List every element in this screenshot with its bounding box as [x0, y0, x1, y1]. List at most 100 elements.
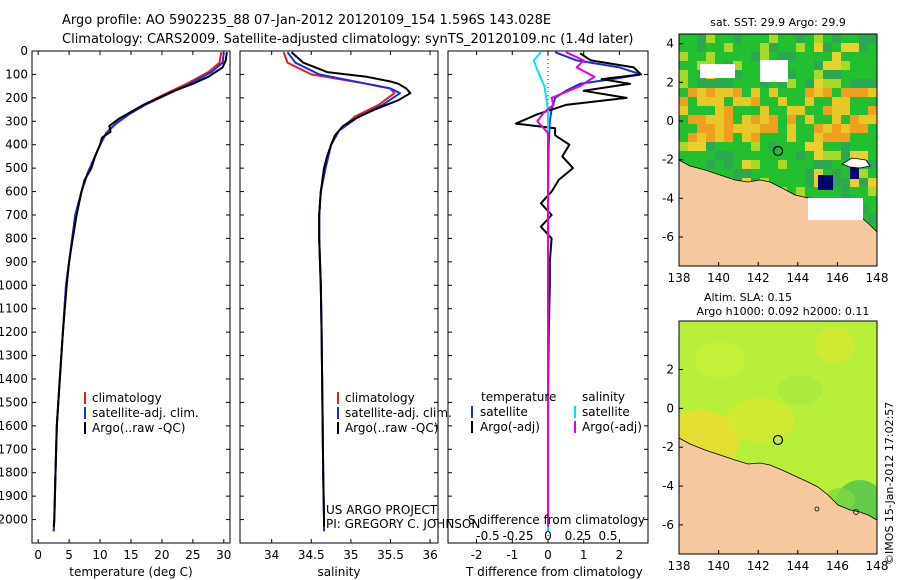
- sst-cell: [859, 124, 868, 133]
- sst-island-cell-2: [850, 165, 859, 179]
- sst-cell: [715, 88, 724, 97]
- lon-tick-label: 144: [786, 271, 809, 285]
- x-tick-label: 0: [544, 548, 552, 562]
- sst-cell: [760, 52, 769, 61]
- sst-cell: [796, 106, 805, 115]
- lon-tick-label: 146: [826, 559, 849, 573]
- sst-island-cell-1: [818, 175, 833, 190]
- sst-cell: [679, 142, 688, 151]
- depth-tick-label: 1700: [0, 442, 28, 456]
- difference-depth-ticks: [448, 50, 648, 521]
- sst-cell: [760, 124, 769, 133]
- sst-cell: [724, 115, 733, 124]
- sst-cell: [868, 34, 877, 43]
- sla-map-title-1: Altim. SLA: 0.15: [704, 291, 792, 304]
- sst-cell: [814, 61, 823, 70]
- sst-cell: [859, 178, 868, 187]
- sst-cell: [850, 79, 859, 88]
- sst-cell: [742, 133, 751, 142]
- sst-cell: [823, 133, 832, 142]
- sst-island-outline: [841, 157, 871, 169]
- lon-tick-label: 142: [747, 271, 770, 285]
- sst-cell: [841, 151, 850, 160]
- depth-tick-label: 400: [5, 138, 28, 152]
- sst-cell: [850, 115, 859, 124]
- lon-tick-label: 140: [707, 271, 730, 285]
- sst-cell: [724, 43, 733, 52]
- depth-tick-label: 600: [5, 185, 28, 199]
- sst-cell: [769, 115, 778, 124]
- sla-blob: [725, 398, 795, 442]
- salinity-plot-frame: [239, 50, 439, 544]
- sst-argo-position-marker: [772, 145, 784, 157]
- difference-panel: -2 -1 0 1 2 -0.5 -0.25 0 0.25 0.5 S difference fr…: [447, 50, 649, 579]
- sst-cell: [715, 106, 724, 115]
- sst-cell: [760, 79, 769, 88]
- sla-blob: [778, 375, 822, 405]
- x-tick-label: 0: [34, 548, 42, 562]
- legend-label-climatology: climatology: [345, 391, 415, 405]
- sst-cell: [697, 115, 706, 124]
- sst-cell: [688, 115, 697, 124]
- salinity-x-axis: 34 34.5 35 35.5 36: [264, 51, 438, 562]
- sst-cell: [805, 115, 814, 124]
- sst-cell: [760, 106, 769, 115]
- sst-cell: [796, 187, 805, 196]
- sst-cell: [832, 34, 841, 43]
- depth-tick-label: 1000: [0, 278, 28, 292]
- sst-cell: [706, 124, 715, 133]
- sst-cell: [841, 106, 850, 115]
- sst-missing-2: [760, 60, 788, 82]
- depth-axis: 0 100 200 300 400 500 600 700 800 900 1000 1100 1200…: [0, 44, 230, 527]
- temperature-x-label: temperature (deg C): [69, 565, 192, 579]
- sst-cell: [814, 169, 823, 178]
- x-tick-label: 1: [580, 548, 588, 562]
- sst-cell: [706, 142, 715, 151]
- t-difference-label: T difference from climatology: [465, 565, 643, 579]
- sst-cell: [751, 160, 760, 169]
- sst-cell: [859, 115, 868, 124]
- sst-cell: [859, 151, 868, 160]
- temperature-panel: 0100200300400500600700800900100011001200…: [0, 44, 231, 579]
- difference-series: [514, 51, 642, 532]
- sst-cell: [805, 88, 814, 97]
- sst-cell: [751, 115, 760, 124]
- sst-cell: [805, 97, 814, 106]
- sst-cell: [778, 160, 787, 169]
- sst-cell: [832, 151, 841, 160]
- sst-cell: [832, 79, 841, 88]
- sst-cell: [850, 88, 859, 97]
- temperature-legend: climatology satellite-adj. clim. Argo(..…: [84, 391, 199, 435]
- sst-cell: [679, 79, 688, 88]
- series-t-argo-adj-: [514, 52, 642, 527]
- depth-tick-label: 500: [5, 161, 28, 175]
- sst-cell: [805, 79, 814, 88]
- temperature-plot-frame: [31, 50, 231, 544]
- sst-cell: [805, 169, 814, 178]
- sst-cell: [841, 61, 850, 70]
- sst-cell: [697, 124, 706, 133]
- x-tick-label: 20: [154, 548, 169, 562]
- sst-cell: [751, 97, 760, 106]
- depth-tick-label: 1600: [0, 419, 28, 433]
- sla-map-title-2: Argo h1000: 0.092 h2000: 0.11: [697, 305, 870, 318]
- sst-cell: [832, 97, 841, 106]
- sst-cell: [706, 160, 715, 169]
- sst-cell: [742, 160, 751, 169]
- series-argo-raw-qc-: [290, 51, 412, 527]
- sst-cell: [841, 43, 850, 52]
- sst-cell: [841, 88, 850, 97]
- lat-tick-label: -4: [662, 191, 674, 205]
- series-satellite-adj-clim-: [286, 51, 401, 532]
- depth-tick-label: 1800: [0, 466, 28, 480]
- sst-cell: [733, 169, 742, 178]
- salinity-legend: climatology satellite-adj. clim. Argo(..…: [337, 391, 452, 435]
- depth-tick-label: 200: [5, 91, 28, 105]
- lon-tick-label: 148: [866, 271, 889, 285]
- sst-cell: [787, 133, 796, 142]
- sst-cell: [769, 34, 778, 43]
- imos-watermark: ©IMOS 15-Jan-2012 17:02:57: [883, 402, 896, 565]
- sst-cell: [697, 43, 706, 52]
- x-tick-label: 10: [92, 548, 107, 562]
- sst-cell: [823, 106, 832, 115]
